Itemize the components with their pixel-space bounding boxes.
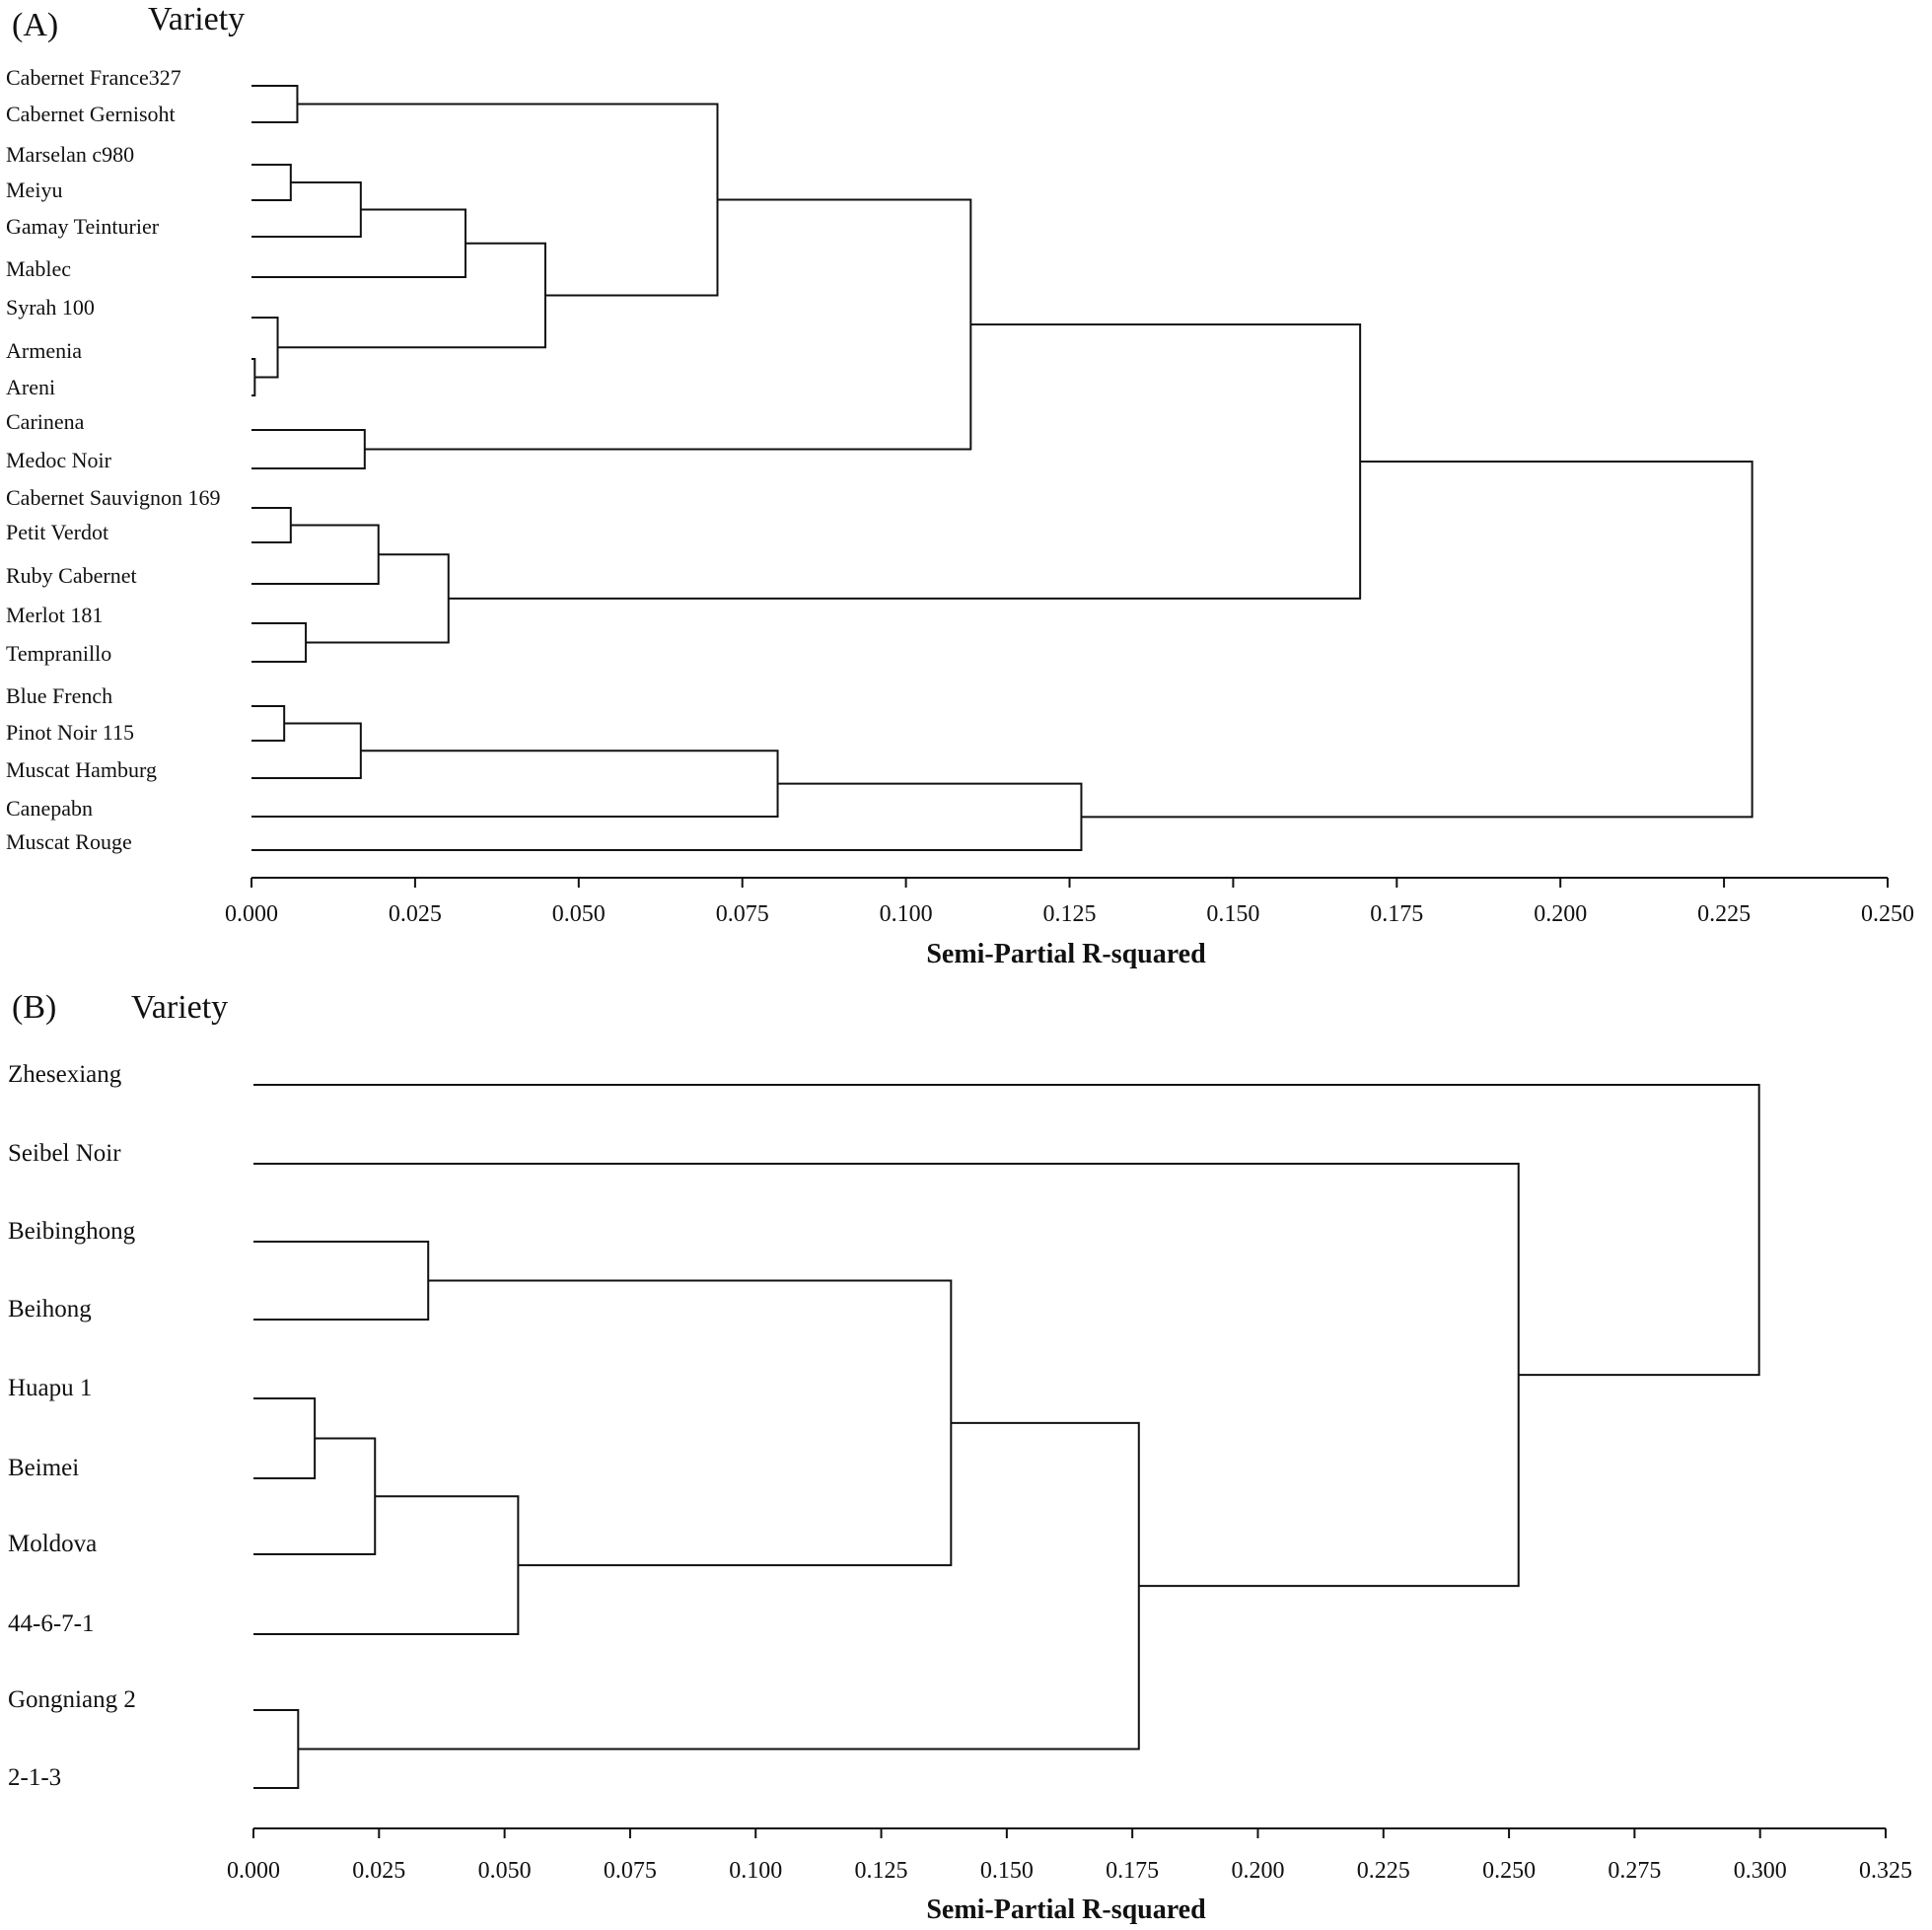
panel-b-x-axis-title: Semi-Partial R-squared	[926, 1894, 1206, 1925]
panel-b-leaf-label-beihong: Beihong	[8, 1296, 92, 1322]
panel-b-leaf-label-gongniang-2: Gongniang 2	[8, 1686, 136, 1713]
panel-b-tick-label: 0.100	[729, 1858, 782, 1884]
panel-b-leaf-label-beimei: Beimei	[8, 1455, 79, 1481]
panel-a-leaf-label-muscat-hamburg: Muscat Hamburg	[6, 757, 157, 782]
panel-b-tick-label: 0.325	[1859, 1858, 1912, 1884]
panel-b-tick-label: 0.050	[478, 1858, 532, 1884]
panel-a-merge-b	[251, 164, 292, 201]
panel-a-merge-l	[251, 524, 380, 585]
panel-a-merge-i	[251, 429, 366, 469]
panel-a-merge-r	[251, 750, 779, 818]
panel-a-leaf-label-syrah-100: Syrah 100	[6, 295, 95, 320]
panel-a-leaf-label-petit-verdot: Petit Verdot	[6, 520, 108, 544]
panel-b-tick-label: 0.275	[1608, 1858, 1661, 1884]
panel-a-merge-j	[364, 198, 972, 451]
panel-a-leaf-label-muscat-rouge: Muscat Rouge	[6, 829, 132, 854]
panel-b-merge-d	[253, 1495, 520, 1635]
panel-a-leaf-label-blue-french: Blue French	[6, 683, 112, 708]
panel-a-merge-g	[277, 242, 546, 349]
panel-a-leaf-label-ruby-cabernet: Ruby Cabernet	[6, 563, 137, 588]
panel-a-leaf-label-gamay-teinturier: Gamay Teinturier	[6, 214, 160, 239]
panel-a-tick-label: 0.150	[1206, 901, 1259, 927]
panel-b-title: Variety	[131, 989, 228, 1026]
panel-b-merge-f	[253, 1709, 300, 1789]
panel-b-leaf-label-huapu-1: Huapu 1	[8, 1375, 92, 1401]
panel-b-tick-label: 0.025	[352, 1858, 405, 1884]
panel-a-merge-m	[251, 622, 308, 663]
panel-a-tick-label: 0.175	[1370, 901, 1423, 927]
panel-a-merge-t	[1081, 460, 1753, 819]
panel-a-merge-h	[297, 103, 719, 297]
panel-a-merge-p	[251, 705, 286, 742]
panel-a-ticks: 0.000 0.025 0.050 0.075 0.100 0.125 0.150 0.175…	[225, 878, 1914, 927]
panel-a-links	[251, 85, 1753, 851]
panel-a-tick-label: 0.225	[1697, 901, 1751, 927]
panel-a-leaf-label-areni: Areni	[6, 375, 55, 399]
panel-b-leaf-label-seibel-noir: Seibel Noir	[8, 1140, 121, 1167]
panel-a-leaf-label-merlot-181: Merlot 181	[6, 603, 103, 627]
panel-a-tick-label: 0.250	[1861, 901, 1914, 927]
panel-a-leaf-label-cabernet-gernisoht: Cabernet Gernisoht	[6, 102, 176, 126]
panel-b-leaf-label-2-1-3: 2-1-3	[8, 1764, 61, 1791]
panel-a-merge-a	[251, 85, 299, 123]
panel-a-leaf-label-marselan-c980: Marselan c980	[6, 142, 134, 167]
panel-a-merge-k	[251, 507, 292, 543]
panel-b: (B) Variety Zhesexiang Seibel Noir Beibing…	[8, 989, 1912, 1925]
panel-b-leaf-label-44-6-7-1: 44-6-7-1	[8, 1610, 94, 1637]
panel-b-merge-e	[428, 1279, 953, 1567]
panel-a-tick-label: 0.000	[225, 901, 278, 927]
panel-b-links	[253, 1084, 1760, 1789]
panel-a-merge-q	[251, 722, 362, 779]
panel-a-tick-label: 0.125	[1043, 901, 1097, 927]
panel-a-leaf-label-mablec: Mablec	[6, 256, 71, 281]
panel-b-ticks: 0.000 0.025 0.050 0.075 0.100 0.125 0.150 0.175…	[227, 1828, 1912, 1884]
panel-b-tick-label: 0.125	[855, 1858, 908, 1884]
panel-b-tick-label: 0.225	[1357, 1858, 1410, 1884]
panel-a-merge-e	[251, 358, 256, 396]
panel-a-leaf-label-canepabn: Canepabn	[6, 796, 93, 821]
panel-b-tick-label: 0.150	[980, 1858, 1034, 1884]
panel-a-tick-label: 0.075	[716, 901, 769, 927]
panel-a-leaf-label-armenia: Armenia	[6, 338, 82, 363]
panel-b-leaf-labels: Zhesexiang Seibel Noir Beibinghong Beihong H…	[8, 1061, 136, 1791]
panel-a-merge-s	[251, 782, 1083, 851]
panel-b-merge-b	[253, 1397, 317, 1479]
panel-b-tick-label: 0.200	[1231, 1858, 1284, 1884]
panel-a-leaf-label-cabernet-france327: Cabernet France327	[6, 65, 181, 90]
panel-a-leaf-label-meiyu: Meiyu	[6, 178, 62, 202]
panel-a: (A) Variety Cabernet France327 Cabernet G…	[6, 1, 1914, 969]
panel-a-tick-label: 0.100	[880, 901, 933, 927]
panel-a-x-axis-title: Semi-Partial R-squared	[926, 939, 1206, 969]
panel-b-tick-label: 0.000	[227, 1858, 280, 1884]
panel-a-tick-label: 0.050	[552, 901, 606, 927]
panel-a-merge-d	[251, 208, 466, 278]
panel-b-tick-label: 0.075	[604, 1858, 657, 1884]
panel-b-merge-a	[253, 1241, 430, 1321]
panel-b-merge-h	[253, 1163, 1520, 1588]
panel-a-tick-label: 0.025	[389, 901, 442, 927]
panel-b-leaf-label-zhesexiang: Zhesexiang	[8, 1061, 122, 1088]
panel-a-merge-c	[251, 181, 362, 238]
panel-b-merge-g	[298, 1421, 1140, 1751]
panel-b-leaf-label-beibinghong: Beibinghong	[8, 1218, 136, 1245]
panel-a-title: Variety	[148, 1, 245, 37]
panel-a-merge-n	[306, 553, 450, 644]
panel-a-tick-label: 0.200	[1534, 901, 1587, 927]
panel-b-tick-label: 0.300	[1734, 1858, 1787, 1884]
panel-a-leaf-label-cabernet-sauvignon-169: Cabernet Sauvignon 169	[6, 485, 221, 510]
panel-a-leaf-labels: Cabernet France327 Cabernet Gernisoht Mars…	[6, 65, 221, 854]
panel-a-leaf-label-pinot-noir-115: Pinot Noir 115	[6, 720, 134, 745]
panel-a-merge-o	[448, 323, 1362, 600]
panel-b-tick-label: 0.175	[1106, 1858, 1159, 1884]
panel-b-tick-label: 0.250	[1482, 1858, 1536, 1884]
panel-b-merge-i	[253, 1084, 1760, 1377]
panel-a-leaf-label-medoc-noir: Medoc Noir	[6, 448, 112, 472]
panel-b-letter: (B)	[12, 989, 56, 1026]
panel-a-letter: (A)	[12, 7, 58, 43]
panel-a-leaf-label-carinena: Carinena	[6, 409, 85, 434]
panel-b-leaf-label-moldova: Moldova	[8, 1531, 97, 1557]
panel-a-leaf-label-tempranillo: Tempranillo	[6, 641, 111, 666]
